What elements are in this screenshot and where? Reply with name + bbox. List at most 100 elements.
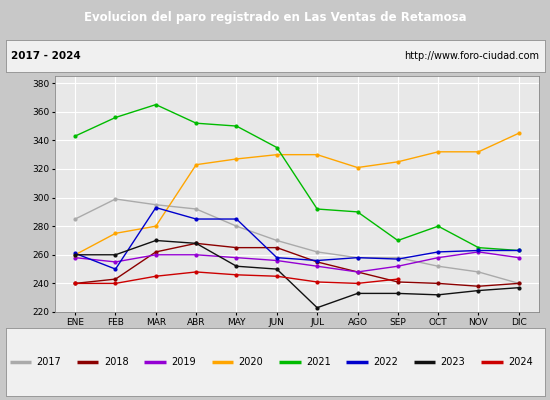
2017: [314, 250, 321, 254]
Text: 2023: 2023: [441, 357, 465, 367]
2021: [152, 102, 159, 107]
2021: [193, 121, 200, 126]
2023: [354, 291, 361, 296]
2020: [314, 152, 321, 157]
2023: [314, 305, 321, 310]
Line: 2017: 2017: [74, 198, 520, 285]
2021: [233, 124, 240, 128]
2017: [233, 224, 240, 228]
2022: [152, 205, 159, 210]
Text: 2018: 2018: [104, 357, 129, 367]
Line: 2022: 2022: [74, 206, 520, 270]
2024: [314, 280, 321, 284]
2024: [354, 281, 361, 286]
Line: 2021: 2021: [74, 103, 520, 252]
2022: [193, 217, 200, 222]
2019: [475, 250, 482, 254]
2023: [435, 292, 442, 297]
2024: [233, 272, 240, 277]
Text: 2024: 2024: [508, 357, 533, 367]
2018: [72, 281, 79, 286]
2018: [233, 245, 240, 250]
2020: [394, 160, 401, 164]
2023: [273, 267, 280, 272]
2022: [314, 258, 321, 263]
2023: [152, 238, 159, 243]
2024: [112, 281, 119, 286]
2021: [112, 115, 119, 120]
2023: [233, 264, 240, 269]
2022: [72, 251, 79, 256]
2022: [394, 257, 401, 262]
Text: 2020: 2020: [239, 357, 263, 367]
2020: [515, 131, 522, 136]
2024: [152, 274, 159, 279]
2020: [193, 162, 200, 167]
2020: [475, 150, 482, 154]
2017: [354, 255, 361, 260]
2021: [72, 134, 79, 138]
2019: [152, 252, 159, 257]
2020: [273, 152, 280, 157]
2018: [394, 280, 401, 284]
2022: [435, 250, 442, 254]
2017: [152, 202, 159, 207]
2017: [515, 281, 522, 286]
Line: 2020: 2020: [74, 132, 520, 256]
2017: [475, 270, 482, 274]
2018: [152, 250, 159, 254]
2019: [193, 252, 200, 257]
2024: [273, 274, 280, 279]
2018: [515, 281, 522, 286]
Text: Evolucion del paro registrado en Las Ventas de Retamosa: Evolucion del paro registrado en Las Ven…: [84, 12, 466, 24]
Line: 2019: 2019: [74, 250, 520, 273]
2020: [435, 150, 442, 154]
2023: [475, 288, 482, 293]
2023: [515, 285, 522, 290]
2020: [72, 252, 79, 257]
Line: 2024: 2024: [74, 270, 399, 285]
2021: [273, 145, 280, 150]
Text: 2022: 2022: [373, 357, 398, 367]
2020: [152, 224, 159, 228]
2021: [314, 207, 321, 212]
2021: [394, 238, 401, 243]
2023: [193, 241, 200, 246]
2019: [233, 255, 240, 260]
2022: [475, 248, 482, 253]
2023: [72, 252, 79, 257]
2024: [72, 281, 79, 286]
2019: [273, 258, 280, 263]
2019: [314, 264, 321, 269]
2023: [394, 291, 401, 296]
2017: [112, 197, 119, 202]
2018: [435, 281, 442, 286]
2017: [435, 264, 442, 269]
2018: [475, 284, 482, 289]
2021: [475, 245, 482, 250]
2022: [515, 248, 522, 253]
2020: [354, 165, 361, 170]
2018: [193, 241, 200, 246]
2020: [233, 156, 240, 161]
2018: [273, 245, 280, 250]
2019: [515, 255, 522, 260]
2021: [354, 210, 361, 214]
2019: [354, 270, 361, 274]
2018: [354, 270, 361, 274]
2019: [435, 255, 442, 260]
Text: 2019: 2019: [171, 357, 196, 367]
2017: [193, 207, 200, 212]
2019: [72, 255, 79, 260]
2024: [394, 277, 401, 282]
Text: 2017 - 2024: 2017 - 2024: [11, 51, 81, 61]
2022: [354, 255, 361, 260]
2021: [435, 224, 442, 228]
Line: 2018: 2018: [74, 242, 520, 288]
2017: [273, 238, 280, 243]
2019: [394, 264, 401, 269]
2024: [193, 270, 200, 274]
2023: [112, 252, 119, 257]
2017: [394, 255, 401, 260]
2018: [112, 277, 119, 282]
